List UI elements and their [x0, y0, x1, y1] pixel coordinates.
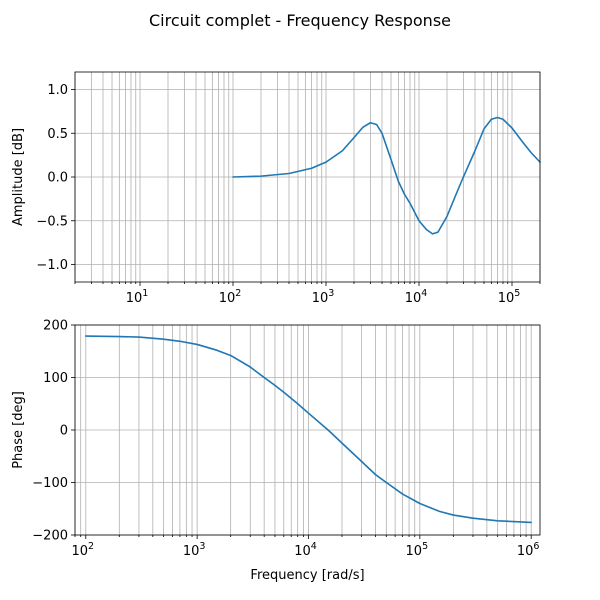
amplitude-y-tick-label: 1.0: [47, 83, 68, 98]
phase-x-tick-label: 104: [294, 541, 317, 559]
phase-series-line-0: [84, 335, 532, 524]
amplitude-x-tick-label: 103: [312, 288, 335, 306]
amplitude-x-tick-label: 101: [126, 288, 149, 306]
amplitude-series-line-0: [232, 116, 541, 235]
phase-x-tick-label: 102: [71, 541, 94, 559]
phase-x-tick-label: 106: [517, 541, 540, 559]
phase-axes-frame: [74, 324, 541, 536]
phase-y-tick-label: 200: [43, 319, 68, 334]
amplitude-x-tick-label: 105: [498, 288, 521, 306]
amplitude-axes: 1.0 0.5 0.0 −0.5 −1.0 101 102 103 104 105 Amplitud…: [11, 71, 541, 306]
amplitude-y-axis-label: Amplitude [dB]: [11, 128, 26, 226]
phase-y-axis-label: Phase [deg]: [11, 391, 26, 469]
phase-x-tick-label: 105: [406, 541, 429, 559]
amplitude-y-tick-label: 0.0: [47, 171, 68, 186]
phase-y-tick-label: −200: [32, 529, 68, 544]
figure-title: Circuit complet - Frequency Response: [149, 11, 451, 30]
phase-y-tick-label: 100: [43, 371, 68, 386]
amplitude-y-tick-label: −0.5: [36, 214, 68, 229]
phase-y-tick-label: −100: [32, 476, 68, 491]
amplitude-y-tick-label: −1.0: [36, 258, 68, 273]
amplitude-y-tick-label: 0.5: [47, 127, 68, 142]
amplitude-x-tick-label: 102: [219, 288, 242, 306]
amplitude-x-tick-label: 104: [405, 288, 428, 306]
phase-x-axis-label: Frequency [rad/s]: [250, 568, 364, 583]
phase-x-tick-label: 103: [183, 541, 206, 559]
amplitude-axes-frame: [74, 71, 541, 283]
phase-y-tick-label: 0: [60, 424, 68, 439]
